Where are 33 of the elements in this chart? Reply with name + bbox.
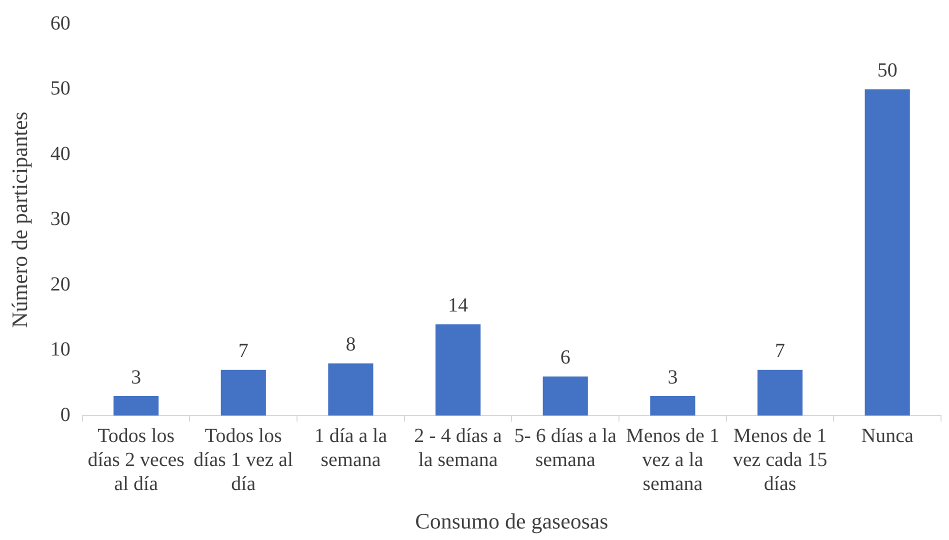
data-label: 50 xyxy=(877,60,898,82)
bar xyxy=(436,324,481,416)
y-tick-label: 60 xyxy=(50,12,70,34)
x-axis-title: Consumo de gaseosas xyxy=(415,508,608,534)
data-label: 14 xyxy=(448,294,468,316)
bar xyxy=(757,370,803,416)
data-label: 6 xyxy=(560,346,570,369)
data-label: 3 xyxy=(131,366,142,388)
bar xyxy=(650,396,696,416)
bar xyxy=(220,370,266,416)
bar xyxy=(542,376,588,416)
data-label: 3 xyxy=(668,366,678,388)
data-label: 7 xyxy=(775,340,786,362)
data-label: 7 xyxy=(238,340,248,362)
y-tick-label: 40 xyxy=(50,142,70,165)
x-tick-label: Todos los días 1 vez al día xyxy=(194,424,294,495)
data-label: 8 xyxy=(346,334,356,356)
x-tick-label: 5- 6 días a la semana xyxy=(514,424,617,471)
y-tick-label: 0 xyxy=(60,404,70,426)
y-tick-label: 30 xyxy=(50,208,70,230)
bar xyxy=(864,89,910,416)
y-tick-label: 20 xyxy=(50,273,70,296)
bar xyxy=(328,363,374,416)
x-tick-label: 2 - 4 días a la semana xyxy=(414,424,502,471)
x-tick-label: Nunca xyxy=(861,424,914,447)
x-tick-label: Menos de 1 vez cada 15 días xyxy=(732,424,828,495)
x-tick-label: 1 día a la semana xyxy=(314,424,388,471)
y-tick-label: 10 xyxy=(50,338,70,361)
bar xyxy=(114,396,159,416)
x-tick-label: Todos los días 2 veces al día xyxy=(88,424,185,495)
y-tick-label: 50 xyxy=(50,78,70,100)
y-axis-title: Número de participantes xyxy=(6,112,32,328)
x-tick-label: Menos de 1 vez a la semana xyxy=(626,424,720,495)
